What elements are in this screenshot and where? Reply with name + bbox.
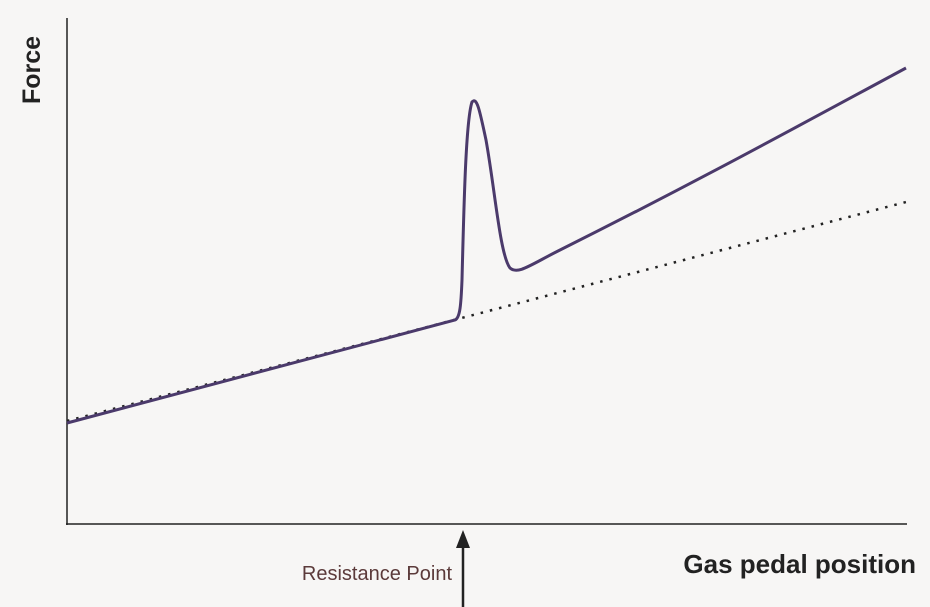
arrow-head xyxy=(456,530,470,548)
annotation: Resistance Point xyxy=(302,563,453,585)
y-axis-label: Force xyxy=(18,36,46,104)
force-curve xyxy=(66,66,907,425)
x-axis-label: Gas pedal position xyxy=(683,549,916,579)
